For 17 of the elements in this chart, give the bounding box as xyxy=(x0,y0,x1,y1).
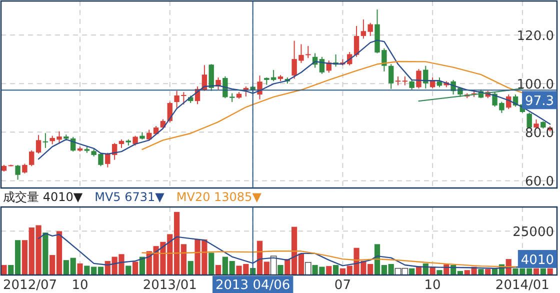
annotation: 4010 xyxy=(520,252,554,268)
text: 成交量 4010▼ xyxy=(3,190,84,204)
text: MV5 6731▼ xyxy=(94,190,166,204)
ref-line-label: 2013 04/06 xyxy=(215,278,290,293)
y-tick-label: 80.0 xyxy=(525,126,554,142)
y-tick-label: 120.0 xyxy=(516,29,554,44)
text: MV20 13085▼ xyxy=(176,190,262,204)
y-tick-label: 25000 xyxy=(512,225,554,240)
x-tick-label: 10 xyxy=(424,278,441,293)
x-tick-label: 2012/07 xyxy=(3,278,58,293)
x-tick-label: 07 xyxy=(334,278,351,293)
x-tick-label: 2014/01 xyxy=(495,278,550,293)
x-tick-label: 2013/01 xyxy=(142,278,197,293)
x-tick-label: 10 xyxy=(72,278,88,293)
ref-line-label: 97.3 xyxy=(525,94,554,110)
y-tick-label: 60.0 xyxy=(525,174,554,190)
y-tick-label: 100.0 xyxy=(516,78,554,93)
